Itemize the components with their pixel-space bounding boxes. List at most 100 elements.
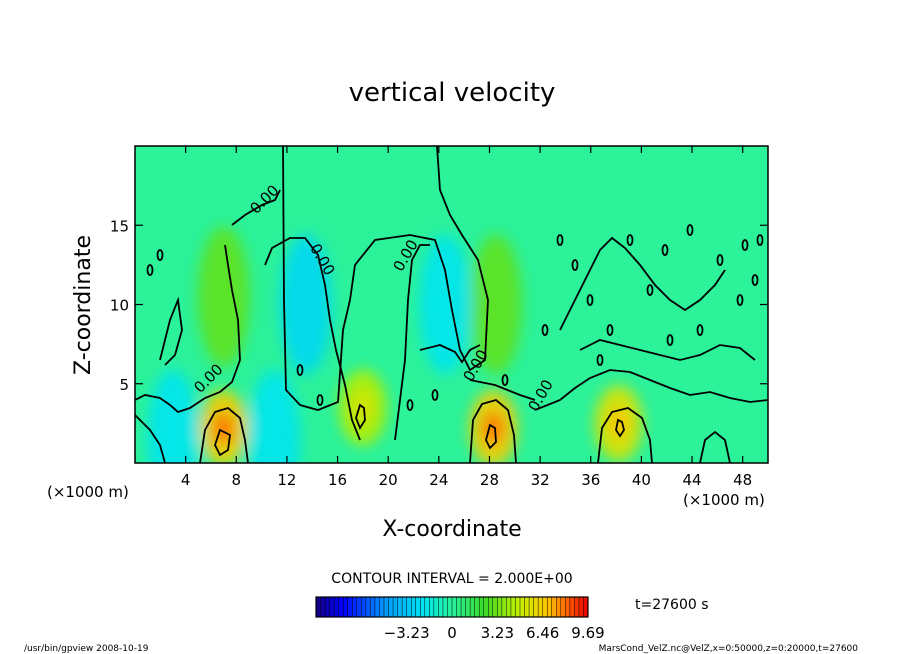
contour-line — [419, 344, 481, 364]
contour-line — [699, 430, 731, 463]
colorbar-cell — [406, 597, 412, 617]
colorbar-cell — [510, 597, 516, 617]
colorbar-tick-label: 3.23 — [481, 624, 514, 642]
contour-speck — [541, 324, 549, 336]
contour-line — [559, 236, 726, 331]
colorbar-cell — [538, 597, 543, 617]
contour-line — [597, 407, 653, 463]
colorbar-cell — [524, 597, 530, 617]
colorbar-cell — [461, 597, 466, 617]
colorbar-cell — [483, 597, 489, 617]
colorbar-cell — [393, 597, 398, 617]
downdraft-blob — [248, 369, 301, 463]
x-tick-label: 16 — [328, 471, 347, 489]
colorbar-tick-label: 0 — [447, 624, 457, 642]
colorbar-cell — [492, 597, 498, 617]
contour-line — [264, 237, 361, 441]
contour-line — [579, 339, 756, 361]
colorbar-cell — [574, 597, 580, 617]
updraft-blob — [197, 226, 250, 367]
colorbar-cell — [520, 597, 525, 617]
x-unit-left: (×1000 m) — [47, 483, 129, 501]
x-tick-label: 32 — [531, 471, 550, 489]
colorbar-cell — [433, 597, 439, 617]
colorbar-cell — [402, 597, 407, 617]
colorbar-cell — [501, 597, 507, 617]
colorbar-cell — [488, 597, 494, 617]
y-tick-label: 5 — [119, 376, 129, 394]
contour-speck — [756, 234, 764, 246]
colorbar-cell — [438, 597, 444, 617]
colorbar-cell — [551, 597, 557, 617]
contour-line — [159, 296, 183, 366]
colorbar-cell — [347, 597, 353, 617]
contour-speck — [296, 364, 304, 376]
contour-speck — [606, 324, 614, 336]
contour-speck — [316, 394, 324, 406]
x-unit-right: (×1000 m) — [683, 491, 765, 509]
x-tick-label: 48 — [733, 471, 752, 489]
colorbar-cell — [515, 597, 521, 617]
contour-speck — [696, 324, 704, 336]
colorbar-frame — [315, 596, 589, 618]
downdraft-blob — [419, 234, 472, 375]
x-tick-label: 24 — [429, 471, 448, 489]
contour-line — [469, 399, 517, 463]
colorbar-cell — [452, 597, 457, 617]
colorbar-cell — [533, 597, 539, 617]
contour-line — [135, 414, 166, 463]
colorbar-cell — [569, 597, 575, 617]
contour-speck — [556, 234, 564, 246]
contour-line — [282, 146, 489, 411]
colorbar-cell — [529, 597, 534, 617]
contour-interval: CONTOUR INTERVAL = 2.000E+00 — [331, 571, 572, 587]
x-ticks: 4 8 12 16 20 24 28 32 36 40 44 48 — [181, 146, 752, 489]
y-tick-label: 15 — [110, 217, 129, 235]
colorbar-cell — [565, 597, 571, 617]
colorbar-cell — [578, 597, 584, 617]
downdraft-blob — [146, 369, 199, 463]
x-tick-label: 12 — [277, 471, 296, 489]
contour-line — [534, 369, 768, 411]
y-axis-label: Z-coordinate — [71, 235, 96, 375]
colorbar-cell — [424, 597, 430, 617]
contour-line — [485, 423, 497, 450]
colorbar-cell — [397, 597, 403, 617]
colorbar-cell — [497, 597, 503, 617]
colorbar-cell — [352, 597, 358, 617]
time-label: t=27600 s — [635, 597, 709, 613]
contour-lines — [135, 146, 768, 463]
contour-line — [135, 244, 241, 414]
colorbar-tick-label: 9.69 — [571, 624, 604, 642]
downdraft-blob — [279, 234, 332, 375]
colorbar-cell — [356, 597, 362, 617]
y-tick-label: 10 — [110, 297, 129, 315]
colorbar-cell — [329, 597, 335, 617]
contour-line — [394, 244, 430, 441]
x-tick-label: 8 — [232, 471, 242, 489]
colorbar-cell — [338, 597, 344, 617]
x-tick-label: 36 — [581, 471, 600, 489]
colorbar-cell — [334, 597, 339, 617]
colorbar — [315, 596, 589, 618]
colorbar-cell — [370, 597, 376, 617]
x-axis-label: X-coordinate — [382, 517, 521, 542]
contour-line — [199, 406, 249, 463]
colorbar-cell — [583, 597, 589, 617]
contour-speck — [751, 274, 759, 286]
colorbar-cell — [325, 597, 330, 617]
chart-title: vertical velocity — [349, 78, 556, 108]
updraft-core — [483, 412, 504, 445]
contour-speck — [596, 354, 604, 366]
x-tick-label: 28 — [480, 471, 499, 489]
colorbar-cell — [388, 597, 394, 617]
contour-speck — [716, 254, 724, 266]
contour-speck — [686, 224, 694, 236]
colorbar-cell — [556, 597, 562, 617]
contour-line — [615, 418, 625, 438]
colorbar-cell — [374, 597, 380, 617]
contour-line — [214, 428, 231, 457]
colorbar-cell — [474, 597, 480, 617]
colorbar-cell — [384, 597, 389, 617]
